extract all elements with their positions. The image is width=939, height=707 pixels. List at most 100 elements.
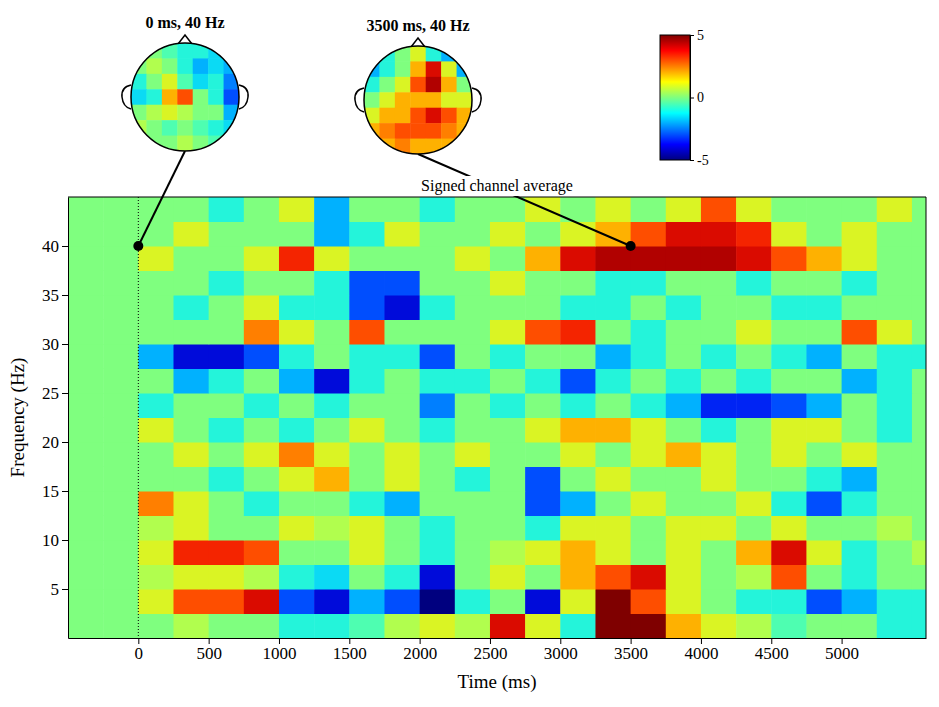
cell xyxy=(138,393,174,418)
cell xyxy=(771,197,807,222)
cell xyxy=(384,565,420,590)
cell xyxy=(244,295,280,320)
cell xyxy=(138,246,174,271)
cell xyxy=(560,467,596,492)
cell xyxy=(384,442,420,467)
cell xyxy=(912,295,926,320)
y-tick-mark xyxy=(62,589,68,590)
cell xyxy=(420,516,456,541)
cell xyxy=(525,222,561,247)
topomap-cell xyxy=(177,58,193,74)
cell xyxy=(103,246,139,271)
y-axis: 510152025303540 xyxy=(42,198,69,639)
topomap-cell xyxy=(177,89,193,105)
x-axis-line xyxy=(69,638,927,639)
cell xyxy=(736,565,772,590)
cell xyxy=(912,565,926,590)
topomap-cell xyxy=(395,92,411,108)
cell xyxy=(877,491,913,516)
cell xyxy=(701,320,737,345)
cell xyxy=(138,614,174,639)
cell xyxy=(68,614,104,639)
cell xyxy=(420,418,456,443)
y-tick: 20 xyxy=(42,433,68,452)
cell xyxy=(525,295,561,320)
cell xyxy=(420,369,456,394)
cell xyxy=(595,344,631,369)
x-tick-label: 5000 xyxy=(825,644,859,663)
cell xyxy=(68,467,104,492)
cell xyxy=(173,369,209,394)
cell xyxy=(420,197,456,222)
topomap-cells xyxy=(131,43,240,152)
cell xyxy=(595,418,631,443)
cell xyxy=(349,344,385,369)
cell xyxy=(771,271,807,296)
cell xyxy=(244,344,280,369)
cell xyxy=(842,491,878,516)
topomap-cell xyxy=(410,123,426,139)
cell xyxy=(525,418,561,443)
cell xyxy=(595,589,631,614)
colorbar-tick-mark xyxy=(690,160,694,161)
cell xyxy=(912,418,926,443)
cell xyxy=(138,442,174,467)
cell xyxy=(103,418,139,443)
colorbar-axis: -505 xyxy=(690,28,709,168)
cell xyxy=(384,516,420,541)
frame-top xyxy=(68,197,926,198)
cell xyxy=(455,614,491,639)
cell xyxy=(103,589,139,614)
cell xyxy=(279,565,315,590)
cell xyxy=(279,369,315,394)
cell xyxy=(701,197,737,222)
cell xyxy=(68,197,104,222)
cell xyxy=(244,320,280,345)
cell xyxy=(244,589,280,614)
cell xyxy=(842,467,878,492)
cell xyxy=(666,344,702,369)
cell xyxy=(173,589,209,614)
cell xyxy=(384,491,420,516)
cell xyxy=(314,197,350,222)
cell xyxy=(842,222,878,247)
cell xyxy=(560,246,596,271)
leaders xyxy=(138,151,630,246)
cell xyxy=(349,369,385,394)
cell xyxy=(877,271,913,296)
cell xyxy=(631,614,667,639)
cell xyxy=(279,246,315,271)
topomap-cell xyxy=(177,43,193,59)
cell xyxy=(103,344,139,369)
head-ear xyxy=(355,88,364,112)
cell xyxy=(420,467,456,492)
cell xyxy=(455,565,491,590)
cell xyxy=(806,393,842,418)
y-tick-mark xyxy=(62,491,68,492)
head-outline xyxy=(364,46,472,154)
cell xyxy=(771,222,807,247)
cell xyxy=(560,222,596,247)
cell xyxy=(595,393,631,418)
cell xyxy=(103,516,139,541)
cell xyxy=(701,246,737,271)
cell xyxy=(349,246,385,271)
cell xyxy=(490,369,526,394)
topomap-cell xyxy=(208,58,224,74)
cell xyxy=(771,467,807,492)
topomap-cell xyxy=(224,89,240,105)
y-tick-label: 5 xyxy=(51,580,60,599)
cell xyxy=(314,589,350,614)
topomap-cell xyxy=(457,139,473,155)
topomap-cell xyxy=(410,46,426,62)
cell xyxy=(877,369,913,394)
cell xyxy=(736,271,772,296)
cell xyxy=(666,222,702,247)
cell xyxy=(736,369,772,394)
topomap-cell xyxy=(224,120,240,136)
cell xyxy=(631,589,667,614)
x-tick: 5000 xyxy=(825,638,859,663)
y-tick: 25 xyxy=(42,384,68,403)
topomap-cell xyxy=(441,61,457,77)
cell xyxy=(842,271,878,296)
